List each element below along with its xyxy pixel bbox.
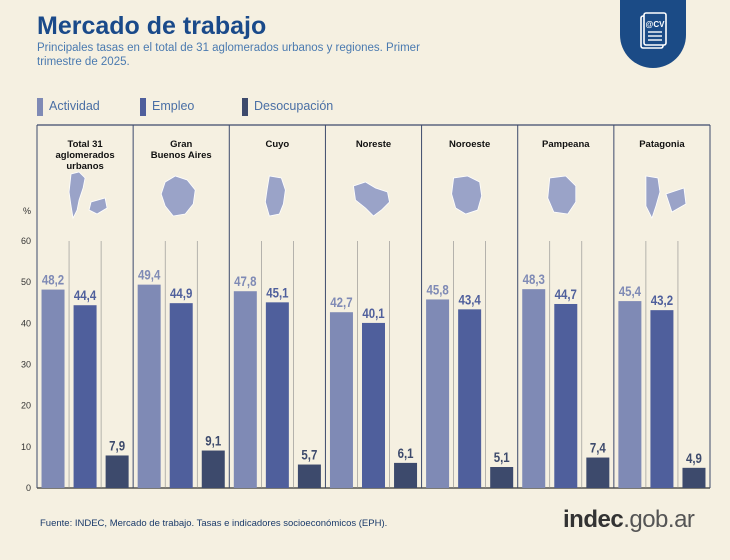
bar-desocupacion <box>394 462 418 488</box>
bar-desocupacion <box>490 467 514 488</box>
bar-desocupacion <box>201 450 225 488</box>
bar-empleo <box>554 303 578 488</box>
category-label: Cuyo <box>265 139 289 150</box>
data-label-desocupacion: 5,7 <box>301 448 317 463</box>
data-label-actividad: 49,4 <box>138 268 160 283</box>
category-label-line: Pampeana <box>542 139 590 150</box>
data-label-empleo: 43,2 <box>651 293 673 308</box>
category-label-line: Gran <box>170 139 192 150</box>
data-label-empleo: 44,4 <box>74 288 96 303</box>
region-map-icon <box>353 181 390 217</box>
data-label-actividad: 48,2 <box>42 273 64 288</box>
category-label: Noroeste <box>449 139 490 150</box>
indec-logo: indec.gob.ar <box>563 506 695 534</box>
legend-swatch-empleo <box>140 98 146 116</box>
data-label-desocupacion: 4,9 <box>686 451 702 466</box>
y-axis-unit: % <box>23 206 31 216</box>
category-label-line: urbanos <box>66 161 103 172</box>
bar-empleo <box>458 309 482 488</box>
y-tick-label: 10 <box>21 442 31 452</box>
bar-actividad <box>426 299 450 488</box>
category-label: Gran Buenos Aires <box>151 139 212 161</box>
logo-domain: .gob.ar <box>623 506 695 533</box>
data-label-desocupacion: 7,4 <box>590 441 606 456</box>
data-label-empleo: 43,4 <box>458 292 480 307</box>
data-label-empleo: 44,9 <box>170 286 192 301</box>
bar-empleo <box>362 322 385 488</box>
cv-badge: @CV <box>620 0 686 68</box>
category-label-line: Buenos Aires <box>151 150 212 161</box>
data-label-actividad: 45,8 <box>426 283 448 298</box>
legend-label-desocupacion: Desocupación <box>254 99 334 113</box>
bar-desocupacion <box>586 457 610 488</box>
region-map-icon <box>451 175 483 215</box>
legend-swatch-desocupacion <box>242 98 248 116</box>
bar-actividad <box>618 301 642 488</box>
category-label-line: Cuyo <box>265 139 289 150</box>
y-tick-label: 60 <box>21 236 31 246</box>
document-cv-icon: @CV <box>640 12 667 49</box>
data-label-desocupacion: 9,1 <box>205 434 221 449</box>
bar-empleo <box>169 303 193 488</box>
region-map-icon <box>645 175 687 220</box>
category-label: Patagonia <box>639 139 685 150</box>
legend-label-empleo: Empleo <box>152 99 195 113</box>
category-label-line: Patagonia <box>639 139 685 150</box>
page-title: Mercado de trabajo <box>37 12 267 40</box>
bar-empleo <box>73 305 97 488</box>
region-map-icon <box>160 175 196 217</box>
category-label: Total 31 aglomerados urbanos <box>56 139 115 172</box>
category-label-line: Noreste <box>356 139 391 150</box>
y-tick-label: 20 <box>21 401 31 411</box>
y-tick-label: 30 <box>21 360 31 370</box>
data-label-desocupacion: 5,1 <box>494 450 510 465</box>
region-map-icon <box>547 175 577 215</box>
page-subtitle: Principales tasas en el total de 31 aglo… <box>37 42 420 68</box>
bar-chart: % 0 10 20 30 40 50 60 Total 31 aglomerados urbanos… <box>21 124 711 493</box>
data-label-actividad: 45,4 <box>619 284 641 299</box>
bar-desocupacion <box>682 467 706 488</box>
y-tick-label: 40 <box>21 318 31 328</box>
y-tick-label: 50 <box>21 277 31 287</box>
data-label-desocupacion: 7,9 <box>109 439 125 454</box>
category-label: Noreste <box>356 139 391 150</box>
category-label-line: aglomerados <box>56 150 115 161</box>
logo-main: indec <box>563 506 624 533</box>
data-label-empleo: 45,1 <box>266 285 288 300</box>
bar-actividad <box>137 284 161 488</box>
region-map-icon <box>264 175 286 217</box>
data-label-actividad: 48,3 <box>523 272 545 287</box>
bar-actividad <box>522 289 546 488</box>
category-label-line: Noroeste <box>449 139 490 150</box>
bar-actividad <box>233 291 257 488</box>
source-note: Fuente: INDEC, Mercado de trabajo. Tasas… <box>40 518 388 529</box>
bar-actividad <box>41 289 65 488</box>
data-label-empleo: 40,1 <box>362 306 384 321</box>
data-label-desocupacion: 6,1 <box>398 446 414 461</box>
y-tick-label: 0 <box>26 483 31 493</box>
bar-desocupacion <box>105 455 129 488</box>
bar-desocupacion <box>297 464 321 488</box>
category-label-line: Total 31 <box>67 139 103 150</box>
legend-label-actividad: Actividad <box>49 99 100 113</box>
region-map-icon <box>68 171 108 220</box>
legend-swatch-actividad <box>37 98 43 116</box>
bar-empleo <box>265 302 289 488</box>
bar-empleo <box>650 310 674 488</box>
svg-text:@CV: @CV <box>646 20 666 29</box>
data-label-actividad: 42,7 <box>330 295 352 310</box>
data-label-actividad: 47,8 <box>234 274 256 289</box>
category-label: Pampeana <box>542 139 590 150</box>
bar-actividad <box>329 312 353 488</box>
data-label-empleo: 44,7 <box>555 287 577 302</box>
